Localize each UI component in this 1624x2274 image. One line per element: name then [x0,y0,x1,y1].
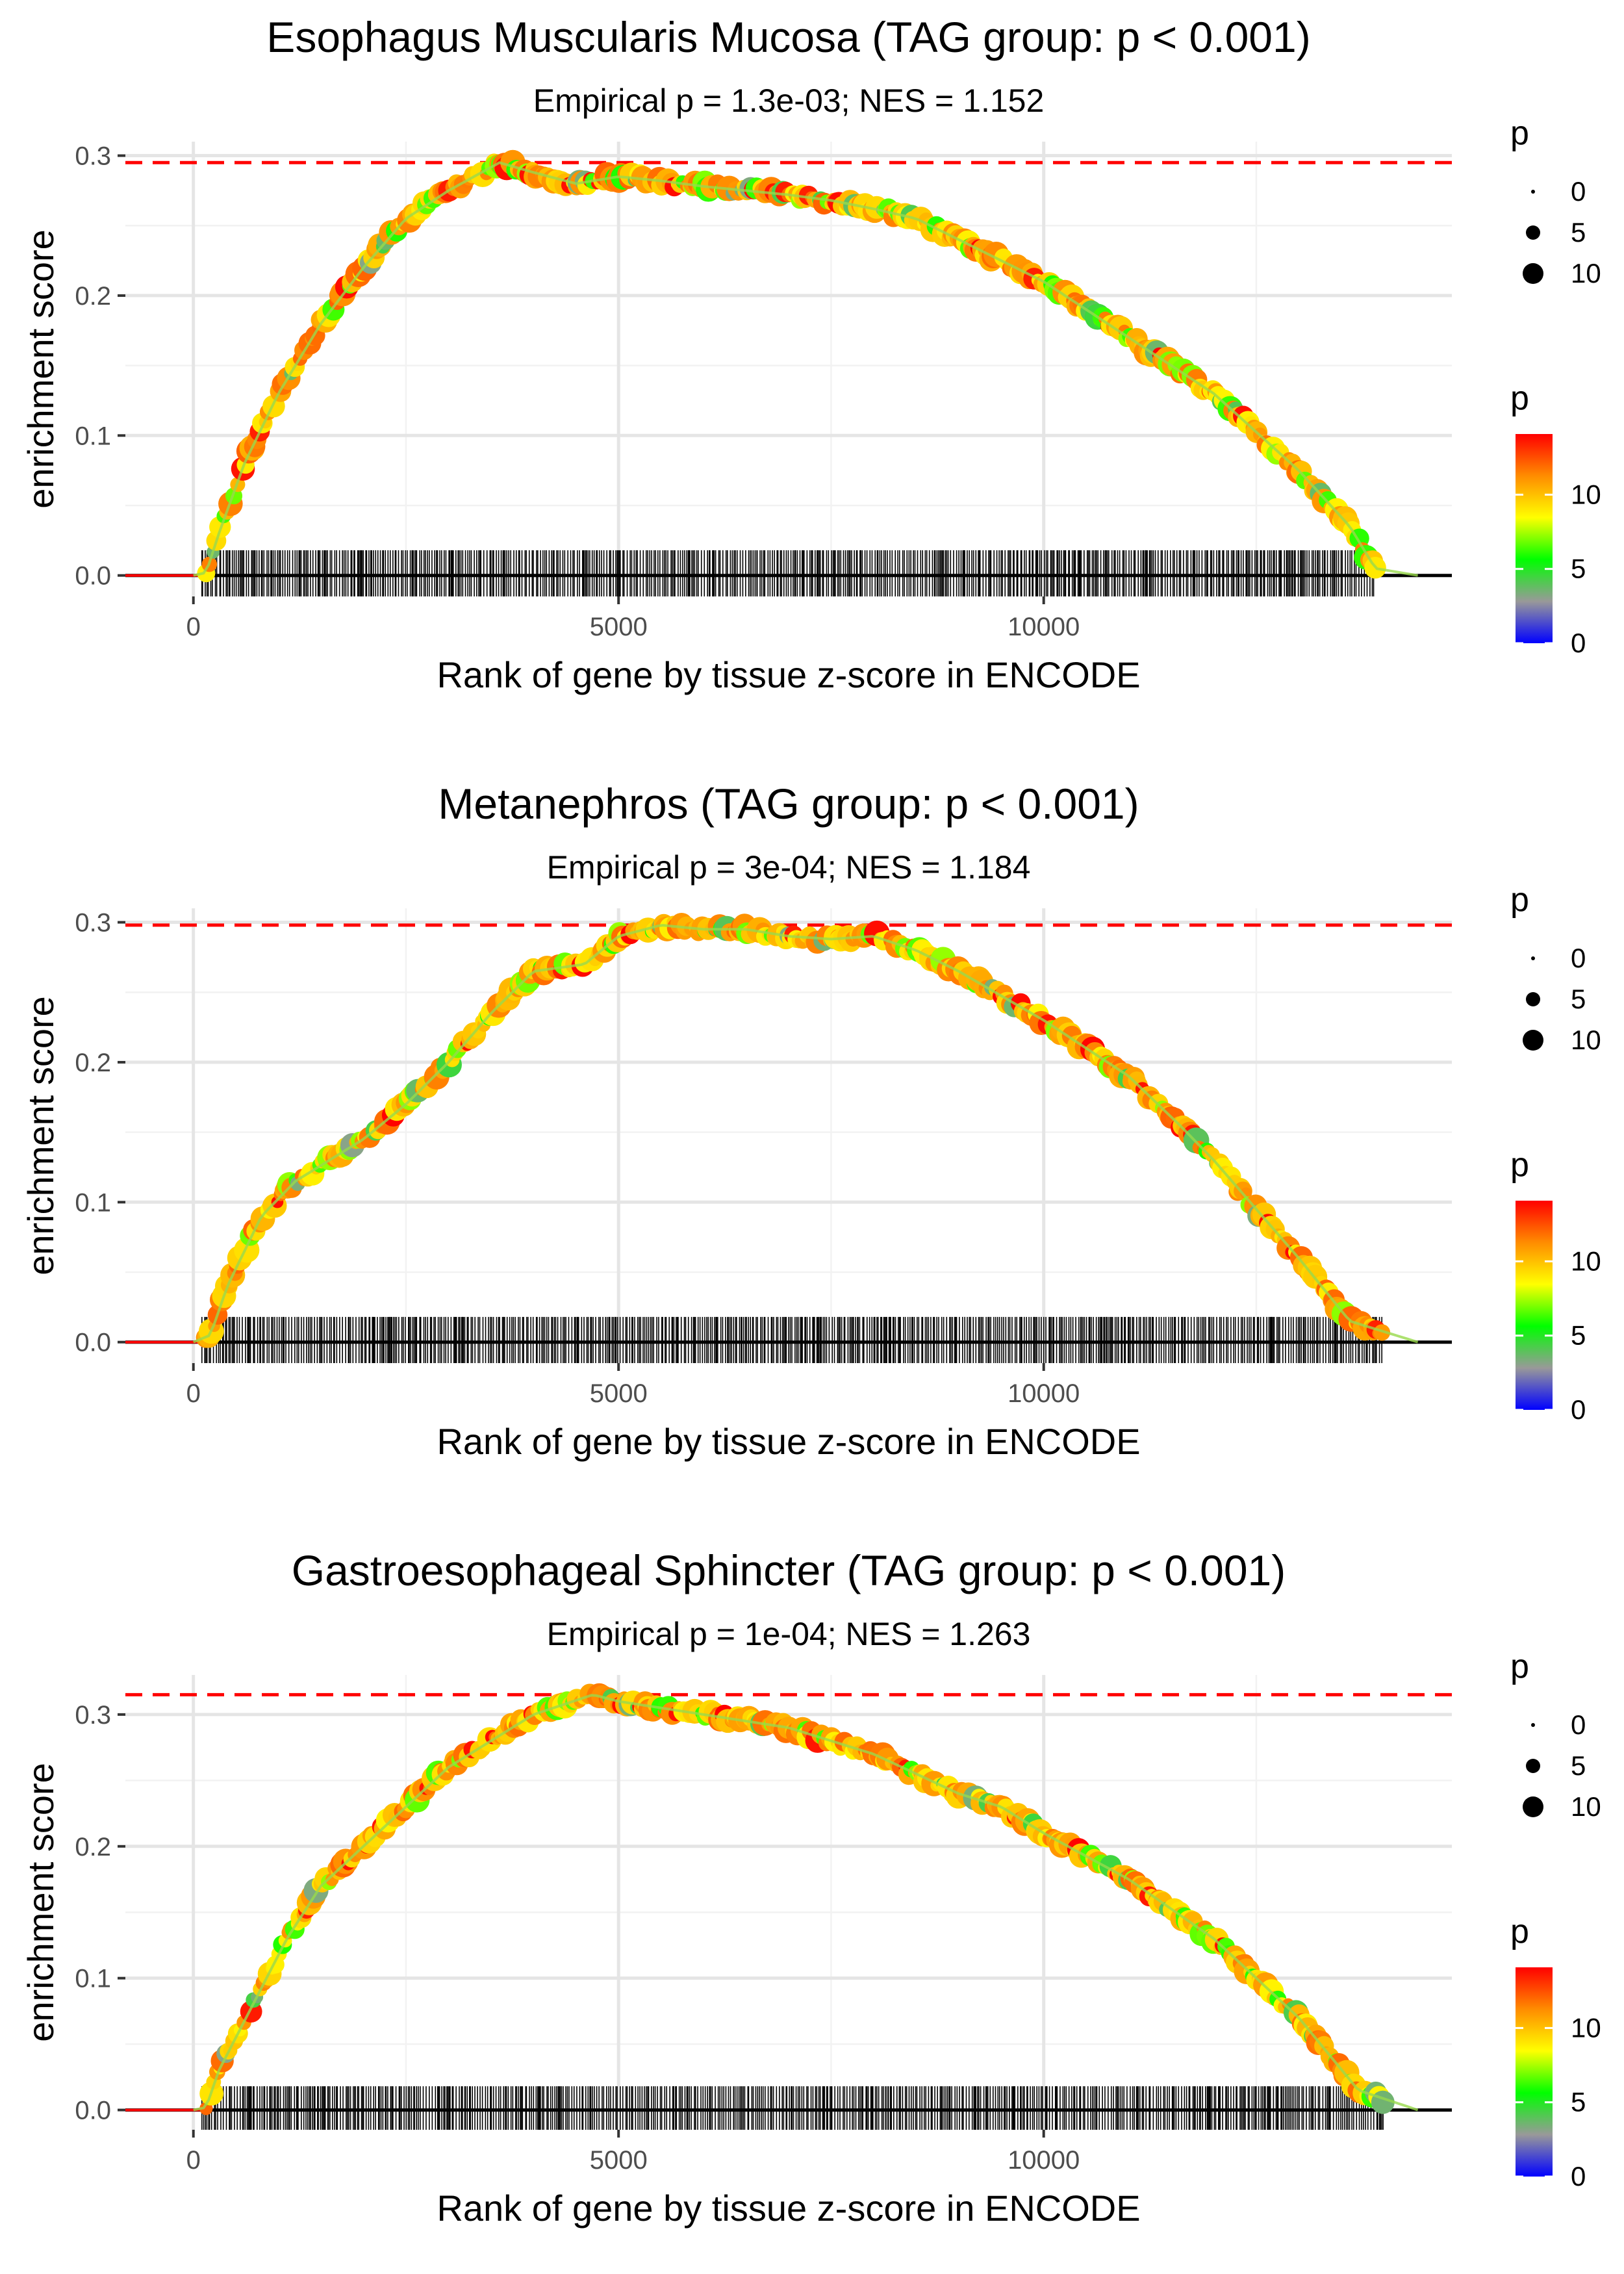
x-tick-label: 0 [186,2146,201,2175]
size-legend-symbol [1523,263,1543,284]
size-legend-label: 10 [1571,1025,1601,1055]
x-tick-label: 10000 [1008,613,1080,641]
chart-subtitle: Empirical p = 1.3e-03; NES = 1.152 [533,83,1045,119]
size-legend-title: p [1510,881,1529,919]
size-legend-symbol [1531,190,1535,194]
x-tick-label: 5000 [590,2146,648,2175]
x-tick-label: 0 [186,1379,201,1408]
size-legend-label: 5 [1571,217,1586,248]
color-legend-title: p [1510,379,1529,417]
y-axis-label: enrichment score [20,996,61,1275]
size-legend-label: 0 [1571,1709,1586,1740]
x-tick-label: 10000 [1008,1379,1080,1408]
x-tick-label: 0 [186,613,201,641]
chart-subtitle: Empirical p = 1e-04; NES = 1.263 [547,1616,1031,1652]
y-axis-label: enrichment score [20,1763,61,2042]
color-legend-title: p [1510,1913,1529,1950]
chart-title: Gastroesophageal Sphincter (TAG group: p… [292,1546,1286,1594]
y-tick-label: 0.0 [75,2097,111,2125]
color-legend-label: 0 [1571,628,1586,658]
color-legend: p 0 5 10 [1510,379,1601,658]
enrichment-point [1373,1324,1391,1341]
y-tick-label: 0.3 [75,909,111,938]
color-legend-bar [1516,434,1553,643]
x-axis-label: Rank of gene by tissue z-score in ENCODE [437,654,1140,695]
color-legend-bar [1516,1967,1553,2177]
enrichment-points [199,1683,1395,2115]
size-legend-label: 0 [1571,176,1586,207]
color-legend-title: p [1510,1146,1529,1184]
color-legend-label: 10 [1571,479,1601,509]
y-axis: 0.0 0.1 0.2 0.3 [75,1701,125,2125]
chart-title: Esophagus Muscularis Mucosa (TAG group: … [266,13,1310,61]
chart-panel-2: Metanephros (TAG group: p < 0.001) Empiri… [20,780,1601,1462]
size-legend-symbol [1523,1796,1543,1817]
size-legend-label: 5 [1571,1750,1586,1781]
color-legend-label: 10 [1571,1246,1601,1276]
y-tick-label: 0.3 [75,1701,111,1730]
running-score-line [192,924,1419,1344]
size-legend-symbol [1526,1759,1540,1773]
rug-marks [201,550,1375,596]
size-legend-title: p [1510,1648,1529,1685]
x-axis-label: Rank of gene by tissue z-score in ENCODE [437,1421,1140,1462]
size-legend-label: 5 [1571,984,1586,1014]
x-axis: 0 5000 10000 [186,1363,1080,1408]
size-legend-symbol [1523,1030,1543,1051]
size-legend: p 0 5 10 [1510,881,1601,1055]
y-tick-label: 0.1 [75,1188,111,1217]
chart-panel-1: Esophagus Muscularis Mucosa (TAG group: … [20,13,1601,695]
x-tick-label: 5000 [590,613,648,641]
chart-subtitle: Empirical p = 3e-04; NES = 1.184 [547,849,1031,886]
y-tick-label: 0.2 [75,282,111,311]
y-tick-label: 0.1 [75,1965,111,1993]
size-legend-label: 0 [1571,943,1586,973]
size-legend: p 0 5 10 [1510,1648,1601,1822]
color-legend-label: 10 [1571,2012,1601,2043]
color-legend-label: 0 [1571,1394,1586,1425]
y-tick-label: 0.1 [75,422,111,450]
grid [125,908,1452,1363]
color-legend-label: 5 [1571,554,1586,584]
size-legend: p 0 5 10 [1510,114,1601,288]
x-axis: 0 5000 10000 [186,2130,1080,2175]
size-legend-symbol [1531,1723,1535,1727]
color-legend-bar [1516,1201,1553,1410]
x-axis-label: Rank of gene by tissue z-score in ENCODE [437,2188,1140,2229]
y-axis: 0.0 0.1 0.2 0.3 [75,909,125,1357]
size-legend-symbol [1526,992,1540,1006]
running-score-line [193,161,1418,577]
color-legend: p 0 5 10 [1510,1146,1601,1425]
running-score-line [193,1694,1419,2112]
size-legend-label: 10 [1571,258,1601,288]
color-legend-label: 0 [1571,2161,1586,2191]
y-tick-label: 0.0 [75,1329,111,1357]
x-tick-label: 5000 [590,1379,648,1408]
grid [125,142,1452,596]
y-tick-label: 0.0 [75,562,111,591]
color-legend-label: 5 [1571,2087,1586,2117]
color-legend: p 0 5 10 [1510,1913,1601,2191]
color-legend-label: 5 [1571,1320,1586,1351]
y-axis-label: enrichment score [20,229,61,509]
chart-panel-3: Gastroesophageal Sphincter (TAG group: p… [20,1546,1601,2229]
chart-title: Metanephros (TAG group: p < 0.001) [438,780,1139,828]
size-legend-symbol [1526,225,1540,240]
y-tick-label: 0.2 [75,1049,111,1077]
rug-marks [201,2086,1384,2130]
rug-marks [201,1316,1383,1363]
x-axis: 0 5000 10000 [186,596,1080,641]
grid [125,1675,1452,2130]
y-axis: 0.0 0.1 0.2 0.3 [75,142,125,591]
x-tick-label: 10000 [1008,2146,1080,2175]
size-legend-symbol [1531,956,1535,960]
y-tick-label: 0.3 [75,142,111,171]
size-legend-label: 10 [1571,1791,1601,1822]
y-tick-label: 0.2 [75,1833,111,1861]
size-legend-title: p [1510,114,1529,152]
